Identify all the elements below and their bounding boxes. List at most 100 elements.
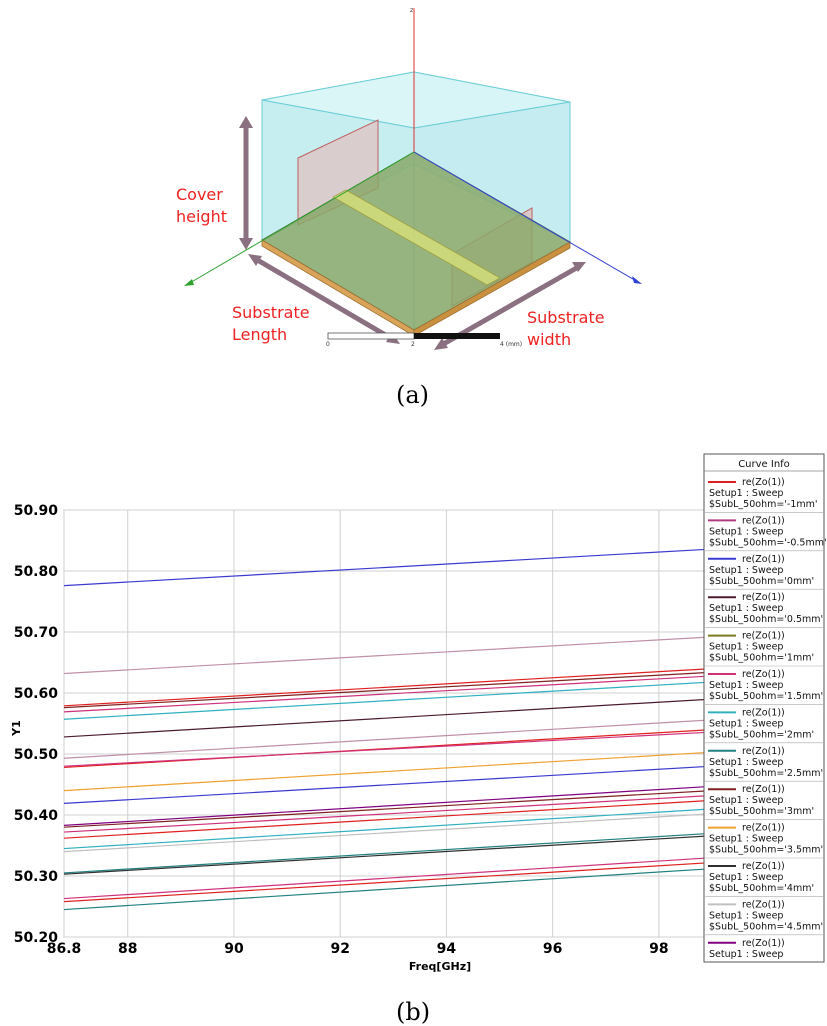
y-axis-label: Y1 [10,720,23,737]
legend-line3: $SubL_50ohm='1.5mm' [709,691,823,702]
x-tick-label: 98 [649,941,668,957]
series-line-8 [63,719,713,759]
legend-line3: $SubL_50ohm='4mm' [709,883,814,894]
series-line-11 [63,751,713,792]
series-line-3 [63,668,713,707]
legend-title: Curve Info [738,459,790,470]
series-line-1 [63,548,713,587]
legend-entry: re(Zo(1))Setup1 : Sweep$SubL_50ohm='-1mm… [708,477,818,510]
series-line-23 [63,868,713,911]
legend-line1: re(Zo(1)) [742,554,785,565]
legend-line3: $SubL_50ohm='3mm' [709,806,814,817]
legend-line1: re(Zo(1)) [742,592,785,603]
legend-line2: Setup1 : Sweep [709,949,783,960]
x-tick-label: 90 [224,941,244,957]
x-tick-label: 96 [543,941,562,957]
legend-entry: re(Zo(1))Setup1 : Sweep$SubL_50ohm='2mm' [704,704,824,740]
scale-bar: 0 2 4 (mm) [326,332,522,348]
series-line-21 [63,857,713,900]
series-line-9 [63,729,713,769]
x-tick-label: 86.8 [47,941,82,957]
y-tick-label: 50.70 [14,625,59,641]
x-tick-label: 94 [437,941,457,957]
caption-a: (a) [396,381,429,409]
series-line-19 [63,832,713,874]
series-line-16 [63,799,713,839]
legend-line1: re(Zo(1)) [742,746,785,757]
series-line-18 [63,813,713,853]
series-line-12 [63,765,713,805]
y-axis [413,151,639,283]
scale-tick-4: 4 (mm) [500,341,522,348]
legend-line1: re(Zo(1)) [742,899,785,910]
legend-line1: re(Zo(1)) [742,784,785,795]
y-tick-label: 50.80 [14,564,59,580]
x-tick-label: 88 [118,941,137,957]
line-chart: 50.90 50.80 50.70 50.60 50.50 50.40 50.30 50.20… [10,453,827,1026]
scale-tick-0: 0 [326,341,330,348]
legend-line1: re(Zo(1)) [742,707,785,718]
series-line-5 [63,675,713,713]
legend-line3: $SubL_50ohm='-1mm' [709,499,818,510]
series-line-14 [63,790,713,828]
series-line-22 [63,861,713,903]
legend-line2: Setup1 : Sweep [709,680,783,691]
legend-line2: Setup1 : Sweep [709,488,783,499]
legend-line1: re(Zo(1)) [742,477,785,488]
caption-b: (b) [396,998,430,1026]
x-axis-label: Freq[GHz] [409,960,471,973]
legend-line2: Setup1 : Sweep [709,795,783,806]
legend-line3: $SubL_50ohm='2mm' [709,729,814,740]
legend-line2: Setup1 : Sweep [709,565,783,576]
y-tick-label: 50.40 [14,808,59,824]
cover-height-label-line2: height [176,207,227,226]
legend-line1: re(Zo(1)) [742,669,785,680]
legend-line2: Setup1 : Sweep [709,642,783,653]
y-tick-labels: 50.90 50.80 50.70 50.60 50.50 50.40 50.30 50.20 [14,503,59,946]
x-axis [187,151,415,285]
z-axis-label: z [410,7,413,14]
series-line-6 [63,681,713,720]
legend-line1: re(Zo(1)) [742,823,785,834]
legend-line3: $SubL_50ohm='1mm' [709,653,814,664]
substrate-width-label-line1: Substrate [527,308,605,327]
legend-line3: $SubL_50ohm='0mm' [709,576,814,587]
model-3d-view: z 0 2 4 (mm) Cover [176,7,642,409]
series-line-7 [63,698,713,738]
legend-line2: Setup1 : Sweep [709,526,783,537]
series-line-13 [63,785,713,826]
y-axis-arrow [632,276,642,284]
legend-entry: re(Zo(1))Setup1 : Sweep$SubL_50ohm='0mm' [704,550,824,587]
legend-line1: re(Zo(1)) [742,631,785,642]
legend-entry: re(Zo(1))Setup1 : Sweep$SubL_50ohm='3mm' [704,780,824,817]
substrate-length-label-line1: Substrate [232,303,310,322]
legend-entry: re(Zo(1))Setup1 : Sweep$SubL_50ohm='1mm' [704,627,824,664]
y-tick-label: 50.30 [14,869,59,885]
legend-line1: re(Zo(1)) [742,515,785,526]
series-line-15 [63,794,713,833]
legend-line3: $SubL_50ohm='4.5mm' [709,921,823,932]
series-line-4 [63,671,713,709]
legend-line2: Setup1 : Sweep [709,910,783,921]
series-line-2 [63,636,713,675]
y-tick-label: 50.20 [14,930,59,946]
legend-line1: re(Zo(1)) [742,861,785,872]
legend-line2: Setup1 : Sweep [709,718,783,729]
substrate-width-arrow [434,262,586,350]
legend-entry: re(Zo(1))Setup1 : Sweep$SubL_50ohm='0.5m… [704,588,824,625]
grid-layer [63,509,712,938]
cover-height-label-line1: Cover [176,185,223,204]
substrate-width-label-line2: width [527,330,571,349]
series-line-17 [63,808,713,850]
legend-line2: Setup1 : Sweep [709,757,783,768]
legend-line1: re(Zo(1)) [742,938,785,949]
legend-entry: re(Zo(1))Setup1 : Sweep$SubL_50ohm='2.5m… [704,742,824,779]
microstrip-line [332,189,501,286]
legend-line3: $SubL_50ohm='-0.5mm' [709,537,827,548]
substrate-length-label-line2: Length [232,325,287,344]
legend-line3: $SubL_50ohm='0.5mm' [709,614,823,625]
plot-area [63,509,713,938]
legend-entry: re(Zo(1))Setup1 : Sweep [704,934,824,960]
series-layer [63,548,713,911]
